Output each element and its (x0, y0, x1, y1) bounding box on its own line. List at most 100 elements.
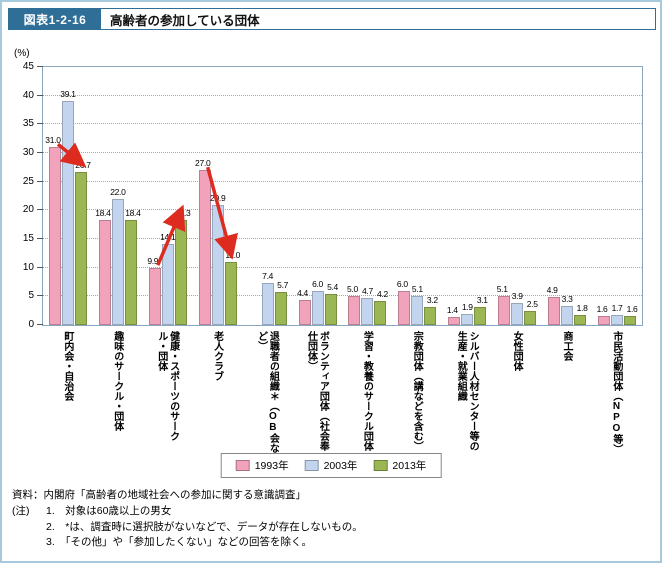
bar-value-label: 2.5 (526, 298, 538, 309)
y-axis-tick-label: 20 (22, 204, 34, 216)
y-axis-tick-label: 35 (22, 118, 34, 130)
y-axis-tick-mark (37, 324, 43, 325)
gridline (43, 94, 642, 96)
notes-list: 1. 対象は60歳以上の男女 2. *は、調査時に選択肢がないなどで、データが存… (46, 504, 363, 551)
bar-value-label: 1.9 (461, 302, 473, 313)
x-axis-category-label: 退職者の組織＊（OB会など） (255, 331, 279, 453)
bar (74, 171, 87, 325)
source-note: 資料：内閣府「高齢者の地域社会への参加に関する意識調査」 (12, 489, 306, 501)
bar (561, 306, 574, 325)
bar-value-label: 6.0 (396, 278, 408, 289)
bar (524, 310, 537, 325)
gridline (43, 266, 642, 268)
bar-value-label: 31.0 (45, 135, 61, 146)
note-1: 1. 対象は60歳以上の男女 (46, 504, 172, 517)
figure-header: 図表1-2-16 高齢者の参加している団体 (8, 8, 656, 30)
bar-value-label: 22.0 (110, 186, 126, 197)
y-axis-tick-label: 0 (28, 319, 34, 330)
y-axis-tick-mark (37, 209, 43, 211)
y-axis: 0 5 10 15 20 25 30 35 40 45 (2, 61, 36, 330)
bar-value-label: 5.1 (411, 283, 423, 294)
legend-item: 2013年 (373, 458, 426, 473)
bar-value-label: 18.4 (95, 207, 111, 218)
bar-value-label: 3.9 (511, 290, 523, 301)
note-3: 3. 「その他」や「参加したくない」などの回答を除く。 (46, 536, 313, 549)
legend-label: 1993年 (254, 460, 289, 472)
plot-area: 31.0 39.1 26.7 18.4 22.0 18.4 9.9 14.1 18.3 27.0 2… (37, 66, 643, 326)
gridline (43, 295, 642, 297)
gridline (43, 238, 642, 239)
bar (111, 198, 124, 325)
y-axis-tick-label: 10 (22, 261, 34, 273)
bar-value-label: 5.7 (277, 280, 289, 291)
bar (498, 295, 511, 325)
bar (348, 296, 361, 325)
x-axis-category-label: 宗教団体（講などを含む） (411, 331, 423, 451)
bar (461, 314, 474, 325)
y-axis-tick-label: 30 (22, 147, 34, 158)
x-axis-category-label: 趣味のサークル・団体 (111, 331, 123, 431)
bar-value-label: 1.8 (576, 302, 588, 313)
bar-value-label: 3.3 (561, 294, 573, 305)
bar-value-label: 1.4 (446, 304, 458, 315)
bar-value-label: 1.7 (611, 303, 623, 314)
bar (424, 306, 437, 325)
bar (574, 314, 587, 325)
y-axis-tick-mark (37, 238, 43, 239)
figure-number-label: 図表1-2-16 (9, 9, 101, 29)
x-axis-category-label: 女性団体 (511, 331, 523, 371)
gridline (43, 123, 642, 125)
gridline (43, 180, 642, 182)
y-axis-tick-mark (37, 180, 43, 182)
bar (98, 219, 111, 325)
bar-value-label: 39.1 (60, 88, 76, 99)
bar (598, 315, 611, 325)
bar-value-label: 1.6 (596, 303, 608, 314)
bar-value-label: 9.9 (147, 256, 159, 267)
x-axis-category-label: 健康・スポーツのサークル・団体 (155, 331, 179, 441)
bar (624, 315, 637, 325)
y-axis-tick-mark (37, 266, 43, 268)
bar (398, 290, 411, 325)
bar-value-label: 3.1 (476, 295, 488, 306)
bar-value-label: 14.1 (160, 232, 176, 243)
bar (361, 298, 374, 325)
y-axis-unit-label: (%) (14, 48, 30, 59)
legend-swatch (373, 460, 388, 471)
y-axis-tick-label: 40 (22, 89, 34, 101)
bar (311, 290, 324, 325)
gridline (43, 152, 642, 153)
bar (374, 300, 387, 325)
bar-value-label: 4.7 (361, 286, 373, 297)
bar-value-label: 3.2 (426, 294, 438, 305)
bar-value-label: 26.7 (75, 159, 91, 170)
legend: 1993年 2003年 2013年 (220, 453, 442, 478)
notes-label: (注) (12, 504, 30, 517)
y-axis-tick-label: 45 (22, 61, 34, 72)
bar-value-label: 5.0 (346, 284, 358, 295)
y-axis-tick-mark (37, 123, 43, 125)
y-axis-tick-mark (37, 94, 43, 96)
x-axis-labels: 町内会・自治会 趣味のサークル・団体 健康・スポーツのサークル・団体 老人クラブ 退職者… (42, 331, 643, 461)
y-axis-tick-label: 25 (22, 175, 34, 187)
bar-value-label: 4.4 (297, 287, 308, 298)
y-axis-tick-label: 15 (22, 233, 34, 244)
bar-value-label: 20.9 (210, 193, 226, 204)
bar-value-label: 11.0 (225, 249, 241, 260)
bar (548, 296, 561, 325)
bar-value-label: 7.4 (262, 270, 274, 281)
bar (261, 282, 274, 325)
figure-title: 高齢者の参加している団体 (110, 13, 260, 28)
bar (124, 219, 137, 325)
note-2: 2. *は、調査時に選択肢がないなどで、データが存在しないもの。 (46, 520, 363, 533)
legend-item: 1993年 (235, 458, 289, 473)
legend-item: 2003年 (304, 458, 358, 473)
x-axis-category-label: ボランティア団体（社会奉仕団体） (305, 331, 329, 451)
legend-label: 2003年 (323, 460, 358, 472)
legend-swatch (235, 460, 250, 471)
x-axis-category-label: 学習・教養のサークル団体 (361, 331, 373, 451)
bar (298, 299, 311, 325)
x-axis-category-label: 町内会・自治会 (61, 331, 73, 401)
bar (411, 295, 424, 325)
